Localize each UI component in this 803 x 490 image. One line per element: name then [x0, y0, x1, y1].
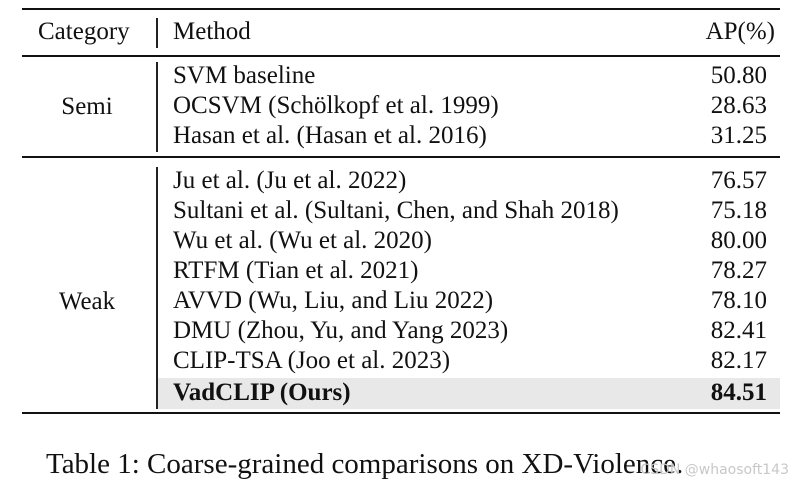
ours-row-method: VadCLIP (Ours) — [173, 379, 351, 406]
table-row-method: RTFM (Tian et al. 2021) — [173, 257, 419, 284]
table-row-method: Ju et al. (Ju et al. 2022) — [173, 167, 407, 194]
table-row-ap: 82.17 — [710, 347, 767, 374]
table-row-method: SVM baseline — [173, 62, 316, 89]
table-row-method: DMU (Zhou, Yu, and Yang 2023) — [173, 317, 509, 344]
header-rule — [22, 55, 780, 57]
table-row-method: Hasan et al. (Hasan et al. 2016) — [173, 122, 487, 149]
table-row-method: OCSVM (Schölkopf et al. 1999) — [173, 92, 499, 119]
table-row-ap: 76.57 — [710, 167, 767, 194]
table-row-method: AVVD (Wu, Liu, and Liu 2022) — [173, 287, 494, 314]
table-row-ap: 28.63 — [710, 92, 767, 119]
top-rule — [22, 8, 780, 10]
table-row-method: CLIP-TSA (Joo et al. 2023) — [173, 347, 451, 374]
table-row-ap: 78.10 — [710, 287, 767, 314]
table-row-ap: 50.80 — [710, 62, 767, 89]
header-category: Category — [38, 18, 130, 45]
semi-separator — [156, 62, 158, 152]
bottom-rule — [22, 412, 780, 414]
category-semi: Semi — [61, 93, 113, 120]
ours-row-ap: 84.51 — [710, 379, 767, 406]
table-row-ap: 75.18 — [710, 197, 767, 224]
group-rule — [22, 156, 780, 158]
table-row-ap: 80.00 — [710, 227, 767, 254]
ours-row-highlight — [158, 378, 780, 409]
table-row-ap: 78.27 — [710, 257, 767, 284]
table-row-ap: 31.25 — [710, 122, 767, 149]
table-row-ap: 82.41 — [710, 317, 767, 344]
weak-separator — [156, 167, 158, 409]
table-row-method: Sultani et al. (Sultani, Chen, and Shah … — [173, 197, 619, 224]
header-ap: AP(%) — [705, 18, 775, 45]
header-separator — [156, 18, 158, 48]
table-row-method: Wu et al. (Wu et al. 2020) — [173, 227, 433, 254]
table-caption: Table 1: Coarse-grained comparisons on X… — [46, 448, 684, 480]
category-weak: Weak — [58, 288, 116, 315]
watermark: CSDN @whaosoft143 — [640, 462, 789, 478]
header-method: Method — [173, 18, 251, 45]
